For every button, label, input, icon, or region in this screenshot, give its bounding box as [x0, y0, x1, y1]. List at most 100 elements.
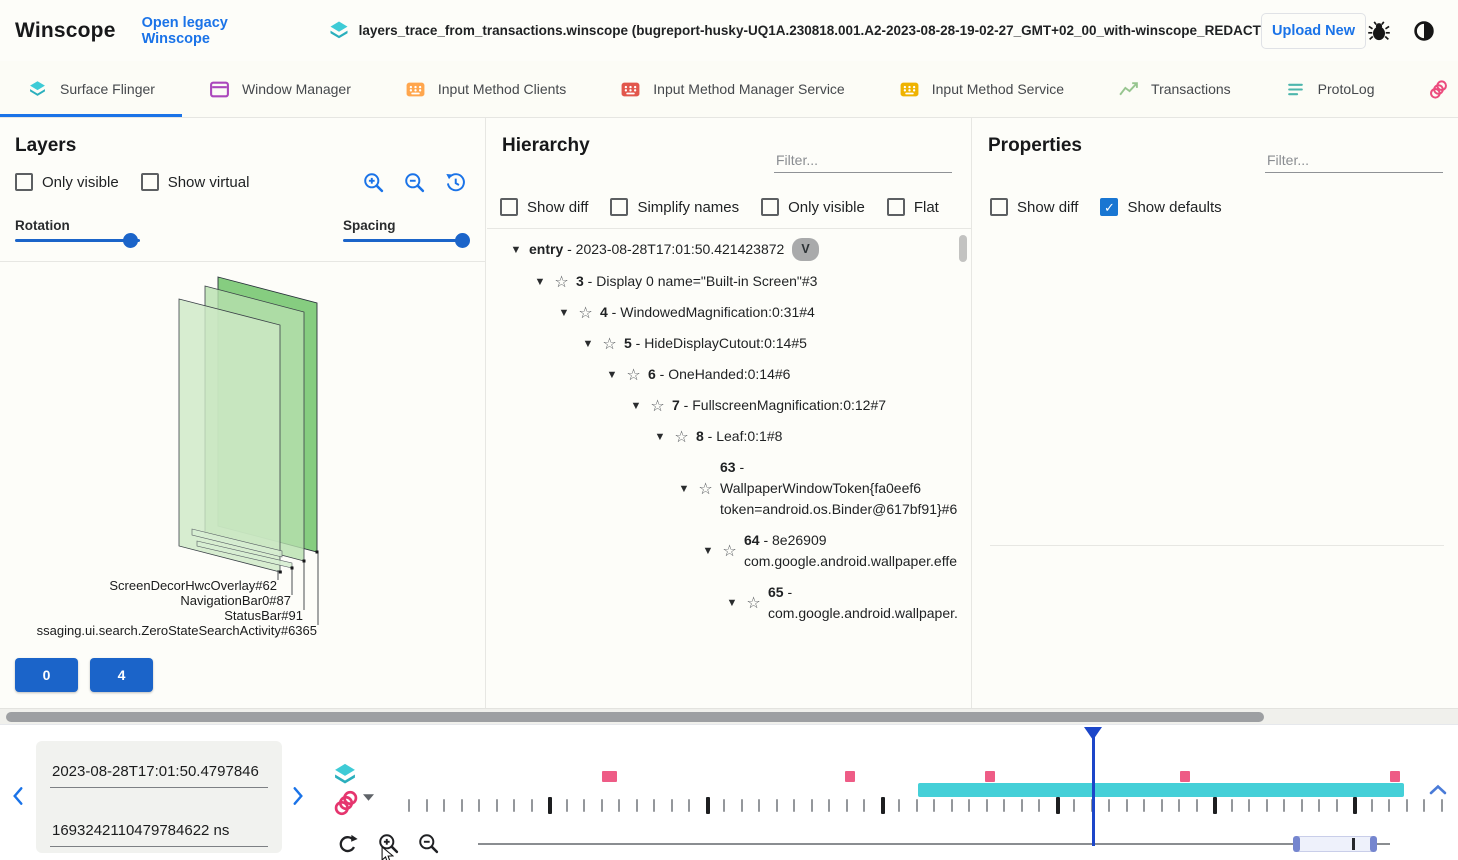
- range-selector-window[interactable]: [1296, 836, 1374, 852]
- tree-node-3[interactable]: ▼ ☆ 3 - Display 0 name="Built-in Screen"#3: [489, 266, 957, 297]
- expand-chevron-icon[interactable]: ▼: [654, 430, 666, 443]
- checkbox-unchecked-icon[interactable]: [610, 198, 629, 216]
- timeline-zoom-out-button[interactable]: [417, 832, 440, 855]
- tree-node-6[interactable]: ▼ ☆ 6 - OneHanded:0:14#6: [489, 359, 957, 390]
- timestamp-human-input[interactable]: [50, 743, 268, 788]
- scene-label-statusbar[interactable]: StatusBar#91: [224, 608, 303, 623]
- display-button-4[interactable]: 4: [90, 658, 153, 692]
- layer-rect-front[interactable]: [178, 298, 281, 573]
- spacing-slider[interactable]: [343, 233, 470, 248]
- pin-star-icon[interactable]: ☆: [674, 428, 689, 446]
- rotation-slider-thumb[interactable]: [123, 233, 139, 248]
- checkbox-show-defaults[interactable]: ✓ Show defaults: [1100, 198, 1222, 216]
- tree-node-65[interactable]: ▼ ☆ 65 - com.google.android.wallpaper.effe…: [489, 577, 957, 629]
- layer-rect-back[interactable]: [217, 276, 318, 553]
- properties-filter-input[interactable]: [1265, 148, 1443, 173]
- tree-node-4[interactable]: ▼ ☆ 4 - WindowedMagnification:0:31#4: [489, 297, 957, 328]
- tab-surface-flinger[interactable]: Surface Flinger: [0, 61, 182, 117]
- range-handle-left[interactable]: [1293, 836, 1300, 852]
- upload-new-button[interactable]: Upload New: [1261, 12, 1366, 49]
- layer-strip-navbar[interactable]: [191, 528, 283, 558]
- pin-star-icon[interactable]: ☆: [698, 480, 713, 498]
- pin-star-icon[interactable]: ☆: [578, 304, 593, 322]
- pin-star-icon[interactable]: ☆: [626, 366, 641, 384]
- bug-report-icon[interactable]: [1367, 19, 1391, 43]
- pin-star-icon[interactable]: ☆: [554, 273, 569, 291]
- transition-marker[interactable]: [845, 771, 855, 782]
- expand-chevron-icon[interactable]: ▼: [702, 545, 714, 557]
- checkbox-unchecked-icon[interactable]: [990, 198, 1008, 216]
- checkbox-unchecked-icon[interactable]: [761, 198, 780, 216]
- expand-chevron-icon[interactable]: ▼: [582, 337, 594, 350]
- checkbox-checked-icon[interactable]: ✓: [1100, 198, 1119, 216]
- checkbox-flat[interactable]: Flat: [886, 198, 939, 216]
- expand-chevron-icon[interactable]: ▼: [678, 482, 690, 495]
- collapse-timeline-button[interactable]: [1428, 783, 1448, 797]
- scene-label-searchactivity[interactable]: ssaging.ui.search.ZeroStateSearchActivit…: [36, 623, 317, 638]
- pin-star-icon[interactable]: ☆: [650, 397, 665, 415]
- expand-chevron-icon[interactable]: ▼: [630, 399, 642, 412]
- tree-node-8[interactable]: ▼ ☆ 8 - Leaf:0:1#8: [489, 421, 957, 452]
- open-legacy-link[interactable]: Open legacy Winscope: [141, 14, 228, 47]
- hierarchy-filter-input[interactable]: [774, 148, 952, 173]
- rotation-slider[interactable]: [15, 233, 140, 248]
- layer-rect-middle[interactable]: [204, 285, 305, 562]
- layer-strip-statusbar[interactable]: [196, 540, 293, 569]
- tree-node-63[interactable]: ▼ ☆ 63 - WallpaperWindowToken{fa0eef6 toke…: [489, 452, 957, 525]
- transitions-trace-icon[interactable]: [332, 789, 360, 817]
- tab-window-manager[interactable]: Window Manager: [182, 61, 378, 117]
- dark-mode-toggle-icon[interactable]: [1412, 19, 1436, 43]
- transition-marker[interactable]: [985, 771, 995, 782]
- tree-node-entry[interactable]: ▼ entry - 2023-08-28T17:01:50.421423872 V: [489, 233, 957, 266]
- checkbox-unchecked-icon[interactable]: [500, 198, 518, 216]
- checkbox-only-visible[interactable]: Only visible: [15, 173, 119, 191]
- previous-entry-button[interactable]: [10, 785, 26, 807]
- checkbox-unchecked-icon[interactable]: [140, 173, 159, 191]
- expand-chevron-icon[interactable]: ▼: [726, 597, 738, 609]
- checkbox-show-diff[interactable]: Show diff: [990, 198, 1078, 216]
- scene-label-screendecor[interactable]: ScreenDecorHwcOverlay#62: [109, 578, 277, 593]
- checkbox-show-virtual[interactable]: Show virtual: [140, 173, 249, 191]
- tab-input-method-manager-service[interactable]: Input Method Manager Service: [593, 61, 871, 117]
- scene-label-navigationbar[interactable]: NavigationBar0#87: [180, 593, 291, 608]
- timestamp-ns-input[interactable]: [50, 802, 268, 847]
- tree-node-64[interactable]: ▼ ☆ 64 - 8e26909 com.google.android.wallpa…: [489, 525, 957, 577]
- next-entry-button[interactable]: [290, 785, 306, 807]
- checkbox-simplify-names[interactable]: Simplify names: [610, 198, 739, 216]
- zoom-out-button[interactable]: [403, 171, 426, 194]
- pin-star-icon[interactable]: ☆: [602, 335, 617, 353]
- time-cursor-line[interactable]: [1092, 727, 1095, 846]
- tab-input-method-clients[interactable]: Input Method Clients: [378, 61, 593, 117]
- transition-marker[interactable]: [602, 771, 617, 782]
- trace-select-caret-icon[interactable]: [363, 788, 374, 801]
- surface-flinger-trace-icon[interactable]: [331, 761, 359, 789]
- tab-transactions[interactable]: Transactions: [1091, 61, 1258, 117]
- reset-view-button[interactable]: [444, 171, 467, 194]
- main-horizontal-scrollbar-thumb[interactable]: [6, 712, 1264, 722]
- expand-chevron-icon[interactable]: ▼: [534, 275, 546, 288]
- range-handle-right[interactable]: [1370, 836, 1377, 852]
- checkbox-show-diff[interactable]: Show diff: [500, 198, 588, 216]
- spacing-slider-thumb[interactable]: [454, 233, 470, 248]
- checkbox-unchecked-icon[interactable]: [15, 173, 33, 191]
- display-button-0[interactable]: 0: [15, 658, 78, 692]
- checkbox-unchecked-icon[interactable]: [886, 198, 905, 216]
- pin-star-icon[interactable]: ☆: [746, 595, 761, 612]
- transition-marker[interactable]: [1390, 771, 1400, 782]
- tree-node-5[interactable]: ▼ ☆ 5 - HideDisplayCutout:0:14#5: [489, 328, 957, 359]
- zoom-in-button[interactable]: [362, 171, 385, 194]
- checkbox-only-visible[interactable]: Only visible: [761, 198, 865, 216]
- tab-input-method-service[interactable]: Input Method Service: [872, 61, 1091, 117]
- tab-tra[interactable]: Tra: [1401, 61, 1458, 117]
- refresh-button[interactable]: [336, 833, 359, 856]
- tree-node-7[interactable]: ▼ ☆ 7 - FullscreenMagnification:0:12#7: [489, 390, 957, 421]
- transition-marker[interactable]: [1180, 771, 1190, 782]
- expand-chevron-icon[interactable]: ▼: [558, 306, 570, 319]
- time-cursor-flag[interactable]: [1084, 727, 1102, 740]
- expand-chevron-icon[interactable]: ▼: [606, 368, 618, 381]
- hierarchy-scrollbar[interactable]: [959, 235, 967, 262]
- tab-protolog[interactable]: ProtoLog: [1258, 61, 1402, 117]
- timeline-zoom-in-button[interactable]: [377, 832, 400, 855]
- expand-chevron-icon[interactable]: ▼: [510, 243, 522, 256]
- pin-star-icon[interactable]: ☆: [722, 543, 737, 560]
